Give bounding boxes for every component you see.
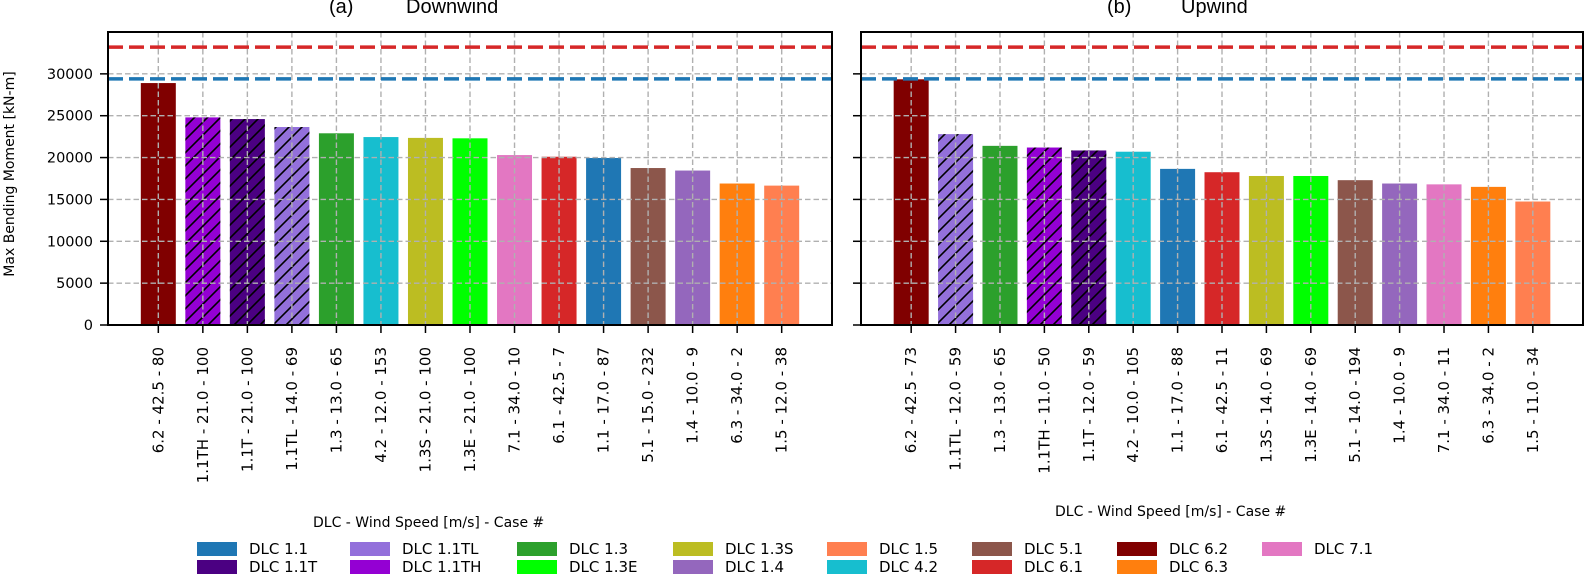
legend-item: DLC 6.1 bbox=[972, 558, 1083, 576]
x-tick-label: 1.1T - 21.0 - 100 bbox=[238, 347, 256, 472]
legend-swatch bbox=[1117, 560, 1157, 574]
legend-swatch bbox=[972, 542, 1012, 556]
y-tick-label: 20000 bbox=[47, 151, 93, 167]
legend-label: DLC 1.1TH bbox=[402, 558, 482, 576]
legend-label: DLC 1.1TL bbox=[402, 540, 479, 558]
x-tick-label: 1.3S - 14.0 - 69 bbox=[1257, 347, 1275, 463]
title-b: Upwind bbox=[1181, 0, 1248, 18]
legend-label: DLC 4.2 bbox=[879, 558, 939, 576]
legend-item: DLC 1.3 bbox=[517, 540, 628, 558]
legend-item: DLC 1.3E bbox=[517, 558, 637, 576]
x-tick-label: 1.3 - 13.0 - 65 bbox=[327, 347, 345, 453]
legend-item: DLC 4.2 bbox=[827, 558, 938, 576]
legend-item: DLC 1.4 bbox=[673, 558, 784, 576]
legend-swatch bbox=[1117, 542, 1157, 556]
legend-item: DLC 1.1TH bbox=[350, 558, 481, 576]
x-tick-label: 1.1TH - 21.0 - 100 bbox=[194, 347, 212, 483]
legend-item: DLC 1.5 bbox=[827, 540, 938, 558]
legend-label: DLC 1.4 bbox=[725, 558, 785, 576]
legend-swatch bbox=[827, 560, 867, 574]
bar-hatch-1.1TL bbox=[274, 127, 310, 325]
legend-label: DLC 1.1T bbox=[249, 558, 318, 576]
x-tick-label: 7.1 - 34.0 - 10 bbox=[506, 347, 524, 453]
bar-1.3 bbox=[982, 145, 1018, 325]
legend-item: DLC 1.1TL bbox=[350, 540, 479, 558]
legend-swatch bbox=[972, 560, 1012, 574]
legend-swatch bbox=[350, 560, 390, 574]
legend-label: DLC 1.3 bbox=[569, 540, 629, 558]
y-tick-label: 5000 bbox=[56, 276, 93, 292]
title-prefix-a: (a) bbox=[329, 0, 354, 18]
legend-item: DLC 6.3 bbox=[1117, 558, 1228, 576]
x-tick-label: 1.3 - 13.0 - 65 bbox=[991, 347, 1009, 453]
x-tick-label: 6.1 - 42.5 - 11 bbox=[1213, 347, 1231, 453]
x-tick-label: 1.3E - 14.0 - 69 bbox=[1302, 347, 1320, 463]
legend-swatch bbox=[673, 560, 713, 574]
x-tick-label: 6.3 - 34.0 - 2 bbox=[728, 347, 746, 444]
legend-swatch bbox=[197, 542, 237, 556]
legend-swatch bbox=[197, 560, 237, 574]
x-tick-label: 1.3E - 21.0 - 100 bbox=[461, 347, 479, 472]
legend-label: DLC 6.3 bbox=[1169, 558, 1229, 576]
x-tick-label: 6.3 - 34.0 - 2 bbox=[1479, 347, 1497, 444]
legend-swatch bbox=[517, 542, 557, 556]
x-tick-label: 1.5 - 11.0 - 34 bbox=[1524, 347, 1542, 453]
legend-item: DLC 5.1 bbox=[972, 540, 1083, 558]
legend-label: DLC 6.2 bbox=[1169, 540, 1229, 558]
x-tick-label: 1.4 - 10.0 - 9 bbox=[684, 347, 702, 444]
x-tick-label: 5.1 - 14.0 - 194 bbox=[1346, 347, 1364, 463]
x-tick-label: 1.1 - 17.0 - 87 bbox=[595, 347, 613, 453]
legend-label: DLC 1.5 bbox=[879, 540, 939, 558]
legend-item: DLC 1.1T bbox=[197, 558, 317, 576]
legend-label: DLC 6.1 bbox=[1024, 558, 1084, 576]
x-tick-label: 5.1 - 15.0 - 232 bbox=[639, 347, 657, 463]
x-tick-label: 7.1 - 34.0 - 11 bbox=[1435, 347, 1453, 453]
x-tick-label: 1.1TL - 12.0 - 59 bbox=[947, 347, 965, 471]
legend-label: DLC 1.3S bbox=[725, 540, 794, 558]
legend-swatch bbox=[673, 542, 713, 556]
x-tick-label: 1.4 - 10.0 - 9 bbox=[1391, 347, 1409, 444]
legend-swatch bbox=[517, 560, 557, 574]
x-tick-label: 1.1T - 12.0 - 59 bbox=[1080, 347, 1098, 462]
legend-item: DLC 6.2 bbox=[1117, 540, 1228, 558]
x-tick-label: 1.3S - 21.0 - 100 bbox=[416, 347, 434, 472]
legend-swatch bbox=[1262, 542, 1302, 556]
legend-label: DLC 7.1 bbox=[1314, 540, 1374, 558]
y-tick-label: 30000 bbox=[47, 67, 93, 83]
y-tick-label: 0 bbox=[84, 318, 93, 334]
x-tick-label: 1.1TH - 11.0 - 50 bbox=[1035, 347, 1053, 474]
x-tick-label: 4.2 - 10.0 - 105 bbox=[1124, 347, 1142, 463]
x-tick-label: 6.2 - 42.5 - 80 bbox=[149, 347, 167, 453]
x-tick-label: 6.1 - 42.5 - 7 bbox=[550, 347, 568, 444]
x-tick-label: 1.1TL - 14.0 - 69 bbox=[283, 347, 301, 471]
x-tick-label: 6.2 - 42.5 - 73 bbox=[902, 347, 920, 453]
legend-label: DLC 5.1 bbox=[1024, 540, 1084, 558]
x-tick-label: 1.1 - 17.0 - 88 bbox=[1169, 347, 1187, 453]
legend-item: DLC 7.1 bbox=[1262, 540, 1373, 558]
y-axis-label: Max Bending Moment [kN-m] bbox=[2, 71, 18, 277]
x-axis-label-b: DLC - Wind Speed [m/s] - Case # bbox=[1055, 504, 1287, 520]
legend-swatch bbox=[350, 542, 390, 556]
legend-swatch bbox=[827, 542, 867, 556]
legend-label: DLC 1.1 bbox=[249, 540, 309, 558]
legend-item: DLC 1.3S bbox=[673, 540, 794, 558]
x-axis-label-a: DLC - Wind Speed [m/s] - Case # bbox=[313, 515, 545, 531]
y-tick-label: 25000 bbox=[47, 109, 93, 125]
y-tick-label: 10000 bbox=[47, 234, 93, 250]
x-tick-label: 4.2 - 12.0 - 153 bbox=[372, 347, 390, 463]
title-prefix-b: (b) bbox=[1107, 0, 1132, 18]
y-tick-label: 15000 bbox=[47, 192, 93, 208]
bar-5.1 bbox=[1337, 180, 1373, 325]
legend-item: DLC 1.1 bbox=[197, 540, 308, 558]
x-tick-label: 1.5 - 12.0 - 38 bbox=[773, 347, 791, 453]
title-a: Downwind bbox=[406, 0, 499, 18]
legend-label: DLC 1.3E bbox=[569, 558, 638, 576]
